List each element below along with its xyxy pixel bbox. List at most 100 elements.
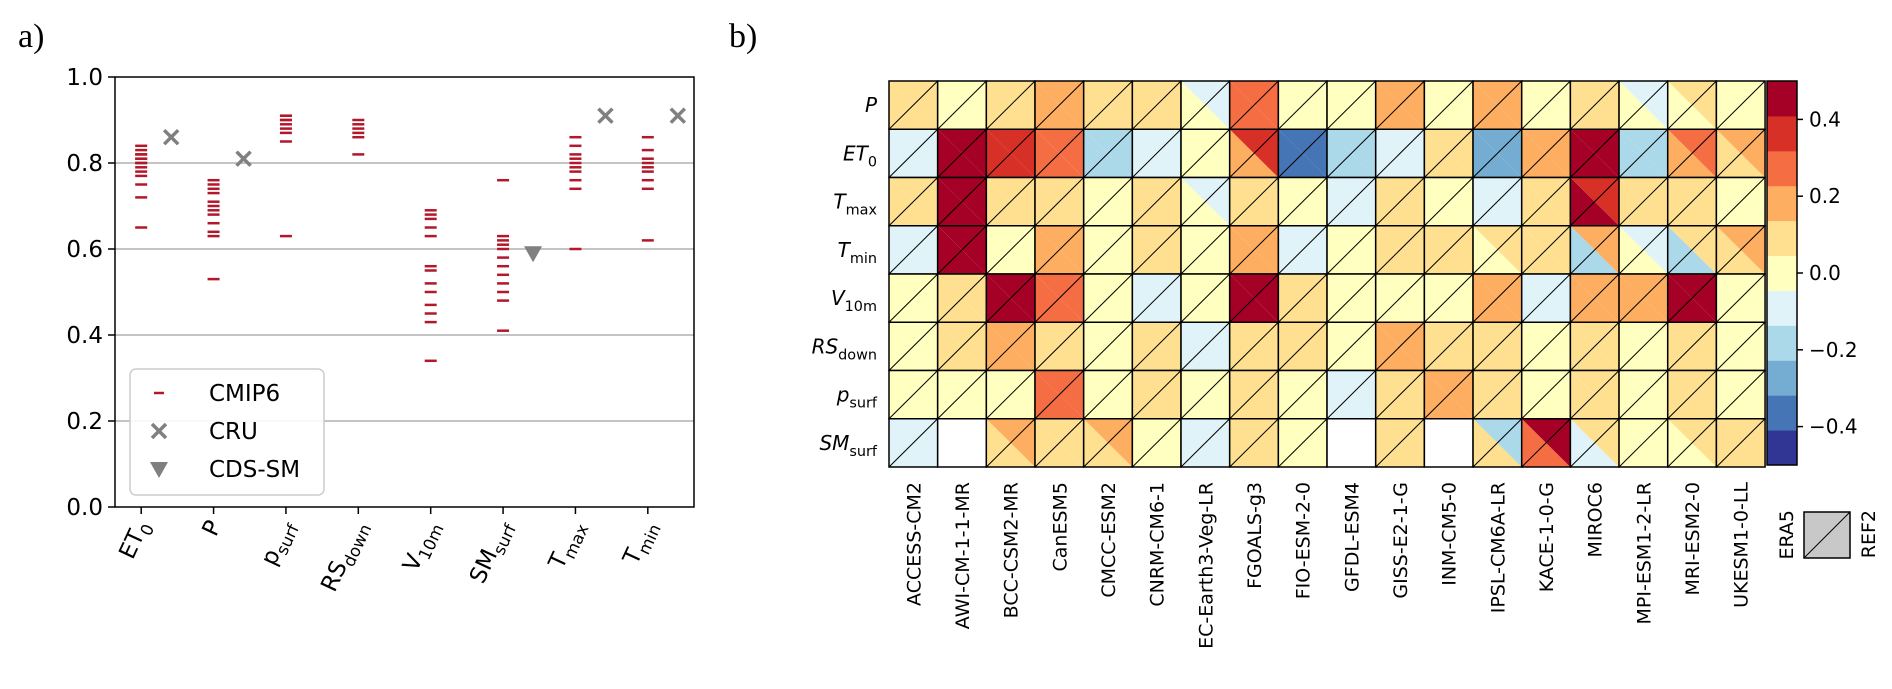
cell-diagonal [1180,80,1231,130]
cell-diagonal [1424,80,1474,130]
row-label-sub: 0 [868,154,877,170]
cell-diagonal [1667,225,1717,275]
cell-diagonal [1716,370,1766,420]
cell-diagonal [1083,128,1133,178]
cell-diagonal [1229,225,1279,275]
split-legend-ref2-label: REF2 [1858,510,1880,558]
cell-diagonal [1521,80,1571,130]
cell-diagonal [1667,321,1717,371]
column-label: MPI-ESM1-2-LR [1633,482,1655,624]
row-label-base: ET [843,141,870,165]
x-tick-label: SMsurf [465,515,521,589]
cell-diagonal [1034,128,1085,178]
cell-diagonal [1570,273,1620,323]
cell-diagonal [1326,225,1377,275]
y-tick-label: 0.4 [66,323,103,349]
cell-diagonal [1521,225,1571,275]
cell-diagonal [1034,370,1085,420]
panel-a-label: a) [18,18,44,55]
cell-diagonal [1278,80,1328,130]
row-label: ET0 [843,141,877,170]
colorbar-tick-label: 0.2 [1809,184,1841,208]
legend-cmip6-label: CMIP6 [209,381,280,407]
row-label-sub: max [846,203,878,219]
row-label-base: P [865,93,878,117]
colorbar-segment [1767,255,1797,291]
x-tick-label-sub: min [634,521,664,557]
cell-diagonal [937,273,987,323]
cell-diagonal [937,370,987,420]
cell-diagonal [985,128,1036,178]
cell-diagonal [1278,225,1328,275]
plot-frame [114,76,695,508]
colorbar-segment [1767,185,1797,222]
cell-diagonal [888,370,939,420]
cell-diagonal [985,321,1036,371]
cell-diagonal [1375,128,1425,178]
column-label: EC-Earth3-Veg-LR [1195,482,1217,649]
cell-diagonal [1180,418,1231,468]
cell-diagonal [888,273,939,323]
cell-diagonal [1570,128,1620,178]
cell-diagonal [1667,273,1717,323]
row-label: RSdown [812,334,877,363]
cell-diagonal [1083,273,1133,323]
cell-diagonal [1472,225,1523,275]
cell-diagonal [1278,321,1328,371]
row-label-base: V [831,286,846,310]
cell-diagonal [1180,321,1231,371]
cell-diagonal [1131,177,1182,227]
colorbar-segment [1767,150,1797,187]
cell-diagonal [937,128,987,178]
cell-diagonal [1083,80,1133,130]
cell-diagonal [937,177,987,227]
cell-diagonal [1083,321,1133,371]
cell-diagonal [1229,273,1279,323]
column-label: CMCC-ESM2 [1098,482,1120,598]
column-label: UKESM1-0-LL [1731,482,1753,608]
cell-diagonal [1424,225,1474,275]
colorbar-segment [1767,325,1797,361]
cell-diagonal [1180,370,1231,420]
legend-cds-sm-marker [150,462,168,478]
cell-diagonal [985,418,1036,468]
cell-diagonal [1716,80,1766,130]
column-label: INM-CM5-0 [1439,482,1461,586]
x-tick-label: RSdown [316,517,375,598]
cell-diagonal [1083,418,1133,468]
cell-diagonal [1521,273,1571,323]
cell-era5 [1424,418,1474,467]
y-tick-label: 0.0 [66,495,103,521]
cell-diagonal [1375,225,1425,275]
x-tick-label: ET0 [115,517,159,565]
cell-diagonal [1375,418,1425,468]
cell-diagonal [1229,418,1279,468]
cell-diagonal [1180,225,1231,275]
column-label: GISS-E2-1-G [1390,482,1412,599]
x-tick-label-sub: down [339,521,375,570]
cell-diagonal [1034,418,1085,468]
colorbar-segment [1767,81,1797,117]
cell-diagonal [1472,321,1523,371]
cell-diagonal [1716,225,1766,275]
cell-diagonal [1667,128,1717,178]
cell-diagonal [1131,225,1182,275]
column-label: MIROC6 [1585,482,1607,558]
cell-diagonal [1521,321,1571,371]
legend-cds-sm-label: CDS-SM [209,457,300,483]
cell-diagonal [888,225,939,275]
cell-diagonal [985,225,1036,275]
panel-b-heatmap: PET0TmaxTminV10mRSdownpsurfSMsurfACCESS-… [812,80,1880,649]
cell-diagonal [1034,177,1085,227]
y-tick-label: 0.6 [66,237,103,263]
cell-diagonal [1667,370,1717,420]
cell-diagonal [985,273,1036,323]
cell-diagonal [985,370,1036,420]
cell-ref2 [937,418,987,467]
column-label: IPSL-CM6A-LR [1487,482,1509,613]
cell-diagonal [1375,177,1425,227]
cell-diagonal [937,321,987,371]
cell-diagonal [1472,80,1523,130]
column-label: CanESM5 [1049,482,1071,572]
row-label: Tmin [838,238,877,267]
